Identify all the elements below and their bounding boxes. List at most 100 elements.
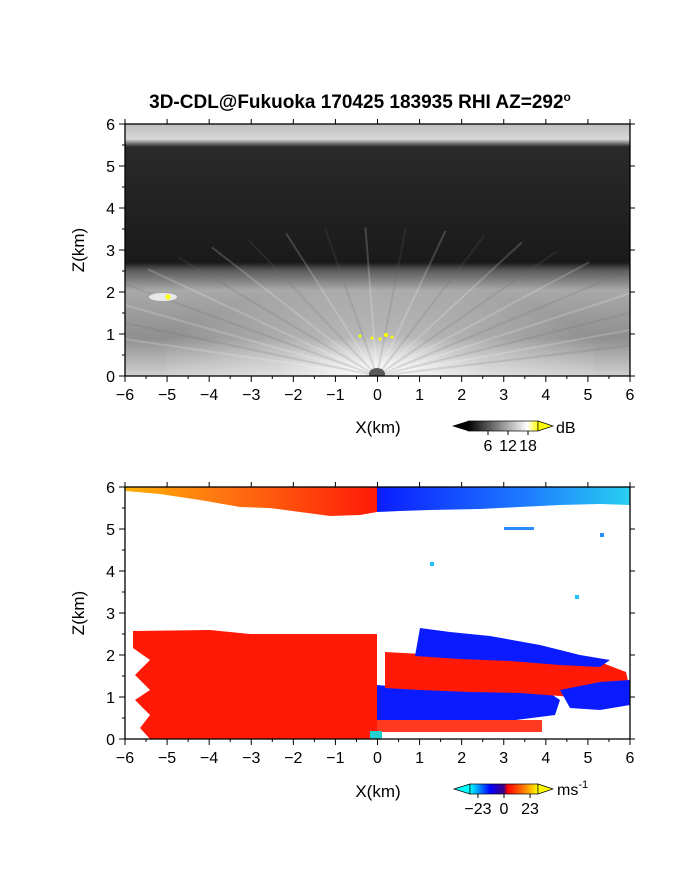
velocity-colorbar: −23 0 23 ms-1 bbox=[452, 779, 588, 818]
upper-layer-toward bbox=[377, 487, 630, 512]
x-tick-label: −2 bbox=[284, 387, 302, 404]
x-tick-label: 6 bbox=[626, 387, 635, 404]
beam-ray bbox=[376, 234, 486, 376]
boundary-layer-away-low bbox=[377, 720, 542, 732]
beam-ray bbox=[376, 344, 630, 376]
beam-ray bbox=[376, 261, 590, 376]
backscatter-xlabel: X(km) bbox=[355, 418, 400, 437]
chart-title: 3D-CDL@Fukuoka 170425 183935 RHI AZ=292o bbox=[149, 90, 571, 113]
y-tick-label: 3 bbox=[106, 243, 115, 260]
colorbar-right-arrow bbox=[537, 420, 555, 432]
velocity-ylabel: Z(km) bbox=[69, 591, 88, 635]
x-tick-label: 2 bbox=[457, 750, 466, 767]
yellow-spots bbox=[358, 333, 394, 341]
x-tick-label: 6 bbox=[626, 750, 635, 767]
beam-ray bbox=[177, 256, 378, 376]
boundary-layer-toward-high bbox=[415, 628, 610, 667]
x-tick-label: −5 bbox=[158, 750, 176, 767]
x-tick-label: −1 bbox=[326, 750, 344, 767]
beam-ray bbox=[125, 322, 378, 376]
boundary-layer-away-west bbox=[133, 630, 377, 739]
colorbar-left-arrow bbox=[452, 421, 468, 431]
colorbar-tick-label: 6 bbox=[484, 438, 493, 455]
beam-ray bbox=[376, 311, 630, 376]
colorbar-tick-label: 18 bbox=[519, 438, 537, 455]
backscatter-colorbar: 6 12 18 dB bbox=[452, 420, 576, 455]
x-tick-label: 0 bbox=[373, 387, 382, 404]
x-tick-label: 5 bbox=[583, 750, 592, 767]
beam-ray bbox=[147, 268, 378, 376]
x-tick-label: −3 bbox=[242, 750, 260, 767]
beam-ray bbox=[376, 250, 558, 376]
beam-ray bbox=[376, 273, 619, 376]
y-tick-label: 4 bbox=[106, 564, 115, 581]
y-tick-label: 6 bbox=[106, 480, 115, 497]
beam-ray bbox=[376, 328, 630, 376]
upper-layer-away bbox=[125, 487, 377, 516]
colorbar-gradient bbox=[467, 420, 539, 432]
colorbar-tick-label: 0 bbox=[500, 801, 509, 818]
beam-ray bbox=[376, 227, 407, 376]
lidar-origin bbox=[369, 368, 385, 376]
beam-ray bbox=[125, 338, 378, 376]
x-tick-label: 1 bbox=[415, 750, 424, 767]
y-tick-label: 2 bbox=[106, 648, 115, 665]
x-tick-label: −6 bbox=[116, 750, 134, 767]
beam-ray bbox=[324, 228, 378, 376]
x-tick-label: 4 bbox=[541, 750, 550, 767]
x-tick-label: −3 bbox=[242, 387, 260, 404]
colorbar-left-arrow bbox=[452, 783, 471, 795]
y-tick-label: 2 bbox=[106, 285, 115, 302]
velocity-axes: −6 −5 −4 −3 −2 −1 0 1 2 3 4 5 6 0 1 2 3 4 5 6 bbox=[106, 480, 635, 767]
beam-ray bbox=[376, 230, 447, 376]
boundary-layer-toward-low bbox=[377, 685, 560, 728]
boundary-layer-toward-east bbox=[560, 680, 630, 710]
x-tick-label: −1 bbox=[326, 387, 344, 404]
x-tick-label: 3 bbox=[499, 387, 508, 404]
colorbar-gradient bbox=[469, 783, 539, 795]
y-tick-label: 6 bbox=[106, 117, 115, 134]
backscatter-fan bbox=[165, 210, 595, 376]
velocity-specks bbox=[155, 527, 604, 739]
y-tick-label: 5 bbox=[106, 522, 115, 539]
beam-ray bbox=[247, 238, 378, 376]
x-tick-label: 4 bbox=[541, 387, 550, 404]
colorbar-unit: ms-1 bbox=[557, 779, 588, 799]
x-tick-label: −6 bbox=[116, 387, 134, 404]
beam-ray bbox=[376, 292, 630, 376]
x-tick-label: −4 bbox=[200, 750, 218, 767]
beam-ray bbox=[285, 232, 378, 376]
y-tick-label: 4 bbox=[106, 201, 115, 218]
colorbar-tick-label: −23 bbox=[464, 801, 491, 818]
colorbar-tick-label: 12 bbox=[499, 438, 517, 455]
beam-ray bbox=[211, 246, 378, 376]
y-tick-label: 0 bbox=[106, 369, 115, 386]
colorbar-tick-label: 23 bbox=[521, 801, 539, 818]
beam-ray bbox=[376, 241, 523, 376]
beam-ray bbox=[364, 227, 378, 376]
x-tick-label: −5 bbox=[158, 387, 176, 404]
beam-ray bbox=[125, 304, 378, 376]
bright-spot bbox=[149, 293, 177, 301]
x-tick-label: 1 bbox=[415, 387, 424, 404]
y-tick-label: 1 bbox=[106, 327, 115, 344]
bright-spot-core bbox=[165, 294, 171, 300]
colorbar-unit: dB bbox=[556, 420, 576, 437]
colorbar-right-arrow bbox=[537, 783, 555, 795]
y-tick-label: 3 bbox=[106, 606, 115, 623]
x-tick-label: −2 bbox=[284, 750, 302, 767]
x-tick-label: 2 bbox=[457, 387, 466, 404]
x-tick-label: −4 bbox=[200, 387, 218, 404]
y-tick-label: 0 bbox=[106, 732, 115, 749]
x-tick-label: 3 bbox=[499, 750, 508, 767]
y-tick-label: 5 bbox=[106, 159, 115, 176]
x-tick-label: 0 bbox=[373, 750, 382, 767]
y-tick-label: 1 bbox=[106, 690, 115, 707]
velocity-xlabel: X(km) bbox=[355, 782, 400, 801]
beam-rays bbox=[125, 227, 630, 376]
x-tick-label: 5 bbox=[583, 387, 592, 404]
backscatter-axes: −6 −5 −4 −3 −2 −1 0 1 2 3 4 5 6 0 1 2 3 4 5 6 bbox=[106, 117, 635, 404]
backscatter-ylabel: Z(km) bbox=[69, 228, 88, 272]
